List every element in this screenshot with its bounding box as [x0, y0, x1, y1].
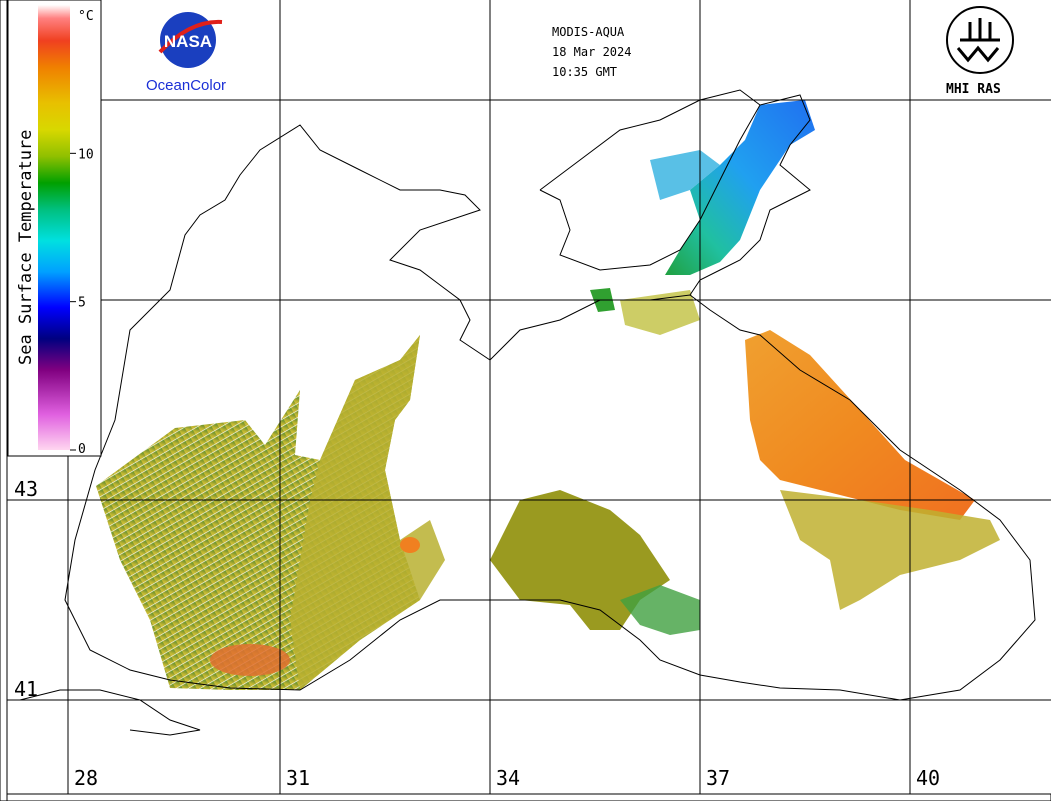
lon-label-31: 31 [286, 766, 310, 790]
sst-patch-kerch-east [620, 290, 700, 335]
header-sensor: MODIS-AQUA [552, 25, 625, 39]
mhi-ras-label: MHI RAS [946, 82, 1001, 97]
sst-patch-azov [665, 100, 815, 275]
header-time: 10:35 GMT [552, 65, 617, 79]
left-ruler [0, 0, 8, 801]
mhi-logo: MHI RAS [946, 6, 1014, 97]
sst-patch-east-fringe [780, 490, 1000, 610]
lat-label-43: 43 [14, 477, 38, 501]
legend-unit: °C [78, 9, 94, 24]
legend-title: Sea Surface Temperature [16, 130, 36, 365]
legend-colorbar [38, 5, 70, 450]
legend-tick-label-2: 0 [78, 442, 86, 457]
header-date: 18 Mar 2024 [552, 45, 631, 59]
coast-azov [539, 94, 811, 296]
sst-warm-spot-center [400, 537, 420, 553]
oceancolor-label: OceanColor [146, 77, 226, 94]
latitude-labels: 43 41 [14, 477, 38, 701]
nasa-wordmark: NASA [164, 32, 212, 51]
bottom-ruler [0, 793, 1051, 801]
legend-tick-label-0: 10 [78, 147, 94, 162]
lat-label-41: 41 [14, 677, 38, 701]
lon-label-40: 40 [916, 766, 940, 790]
sst-patch-east [745, 330, 975, 520]
mhi-emblem-waves [956, 18, 1000, 63]
coast-azov-north [539, 89, 761, 191]
sst-patch-central-green [620, 585, 700, 635]
coast-bosporus [19, 689, 201, 736]
legend-tick-label-1: 5 [78, 296, 86, 311]
lon-label-28: 28 [74, 766, 98, 790]
legend-ticks: 10 5 0 [70, 147, 94, 457]
sst-patch-central [490, 490, 670, 630]
sst-data-layer [96, 100, 1000, 690]
lon-label-37: 37 [706, 766, 730, 790]
sst-patch-azov-east [650, 150, 720, 200]
sst-patch-west-solid [290, 335, 445, 690]
legend: Sea Surface Temperature °C 10 5 0 [7, 0, 102, 457]
nasa-logo: NASA OceanColor [146, 12, 226, 94]
sst-warm-spot-sw [210, 644, 290, 676]
lon-label-34: 34 [496, 766, 520, 790]
longitude-labels: 28 31 34 37 40 [74, 766, 940, 790]
nasa-swoosh [158, 19, 223, 54]
header: MODIS-AQUA 18 Mar 2024 10:35 GMT [552, 25, 631, 79]
